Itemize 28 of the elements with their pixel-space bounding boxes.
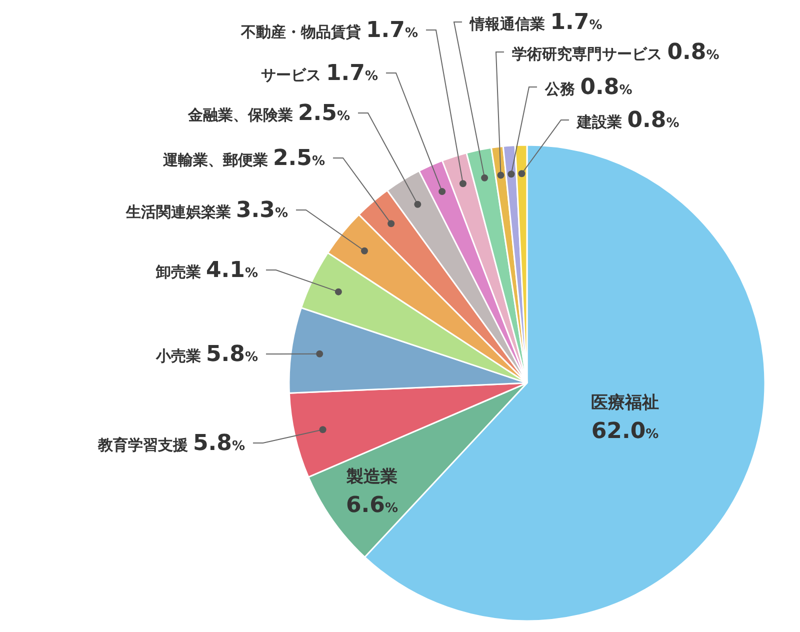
slice-label: 卸売業 <box>154 263 206 281</box>
slice-label: 情報通信業 <box>469 15 550 33</box>
data-label: 0.8% <box>580 75 632 100</box>
data-label: 5.8% <box>206 342 258 367</box>
data-label: 4.1% <box>206 258 258 283</box>
slice-label: 生活関連娯楽業 <box>124 203 236 221</box>
slice-label: 建設業 <box>576 113 628 131</box>
data-label: 1.7% <box>550 10 602 35</box>
slice-label: 医療福祉 <box>591 393 659 413</box>
data-label: 1.7% <box>326 61 378 86</box>
slice-label: 製造業 <box>346 467 398 487</box>
slice-label: 不動産・物品賃貸 <box>240 23 366 41</box>
data-label: 6.6% <box>346 493 398 518</box>
slice-label: 教育学習支援 <box>96 436 193 454</box>
data-label: 5.8% <box>192 431 245 456</box>
data-label: 2.5% <box>298 101 350 126</box>
slice-label: 公務 <box>544 80 580 98</box>
slice-label: 運輸業、郵便業 <box>162 151 273 169</box>
data-label: 62.0% <box>591 419 659 444</box>
slice-label: 小売業 <box>154 347 206 365</box>
slice-label: 金融業、保険業 <box>186 106 298 124</box>
data-label: 3.3% <box>236 198 288 223</box>
slice-label: 学術研究専門サービス <box>512 45 668 63</box>
data-label: 0.8% <box>627 108 680 133</box>
slice-label: サービス <box>260 66 326 84</box>
data-label: 2.5% <box>272 146 325 171</box>
data-label: 0.8% <box>667 40 720 65</box>
data-label: 1.7% <box>366 18 418 43</box>
